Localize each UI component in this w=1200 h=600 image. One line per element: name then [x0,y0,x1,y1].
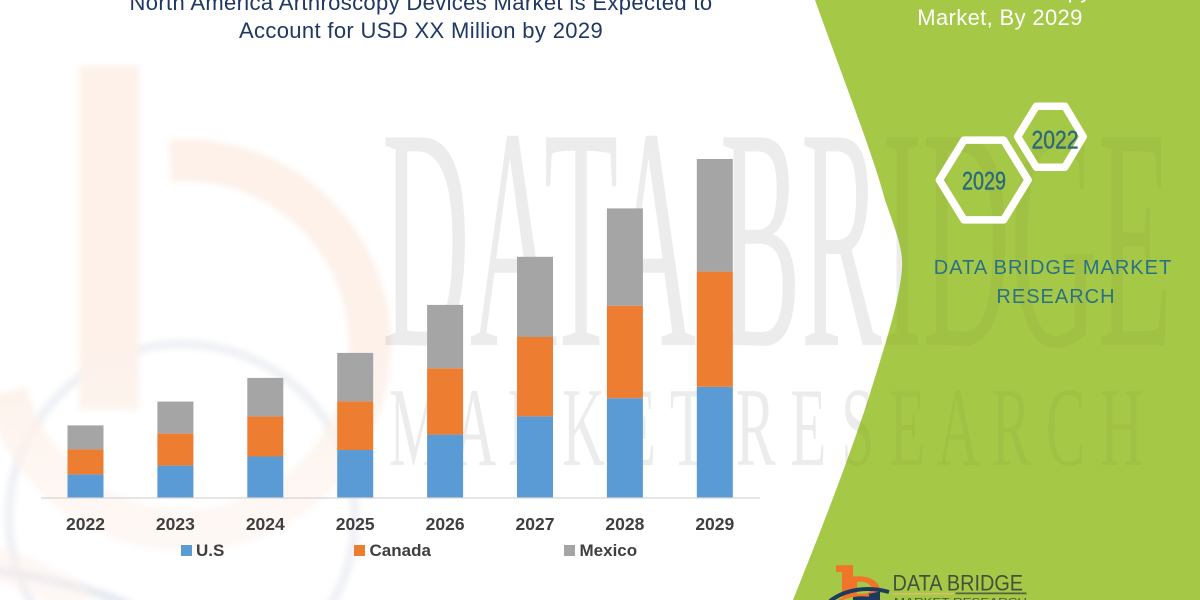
svg-text:MARKET RESEARCH: MARKET RESEARCH [894,597,1027,600]
svg-text:RESEARCH: RESEARCH [996,286,1115,308]
svg-text:2029: 2029 [962,167,1006,195]
svg-text:DATA BRIDGE MARKET: DATA BRIDGE MARKET [934,257,1172,279]
svg-text:2022: 2022 [1032,127,1079,155]
svg-text:DATA BRIDGE: DATA BRIDGE [893,571,1024,596]
